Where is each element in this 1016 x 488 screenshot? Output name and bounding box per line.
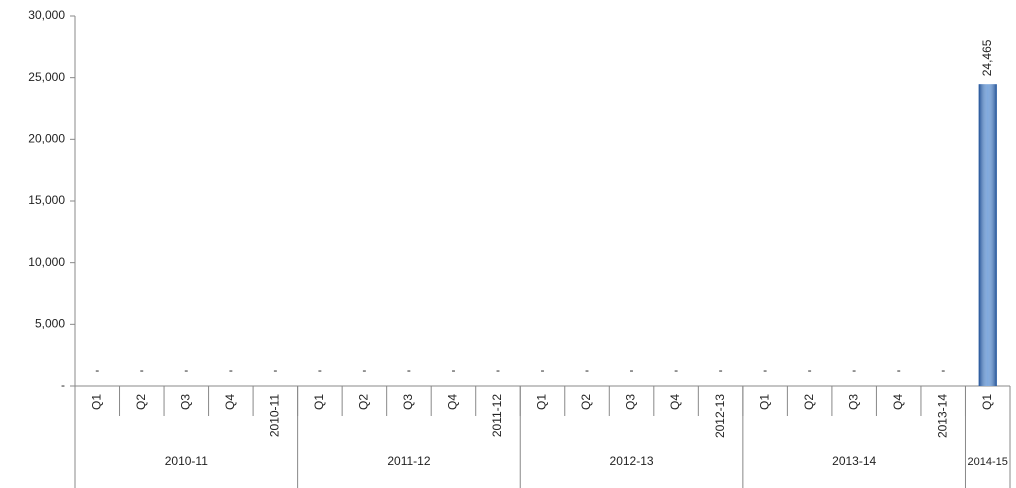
x-tick-label: Q1 — [535, 394, 549, 410]
data-label: - — [496, 363, 500, 377]
x-tick-label: Q3 — [401, 394, 415, 410]
x-tick-label: Q2 — [357, 394, 371, 410]
data-label: - — [95, 363, 99, 377]
data-label: - — [541, 363, 545, 377]
data-label: - — [451, 363, 455, 377]
group-label: 2011-12 — [387, 454, 430, 468]
x-tick-label: 2013-14 — [935, 394, 949, 438]
data-label: 24,465 — [980, 39, 994, 76]
x-tick-label: Q2 — [802, 394, 816, 410]
group-label: 2014-15 — [968, 456, 1008, 468]
y-tick-label: - — [61, 378, 65, 392]
x-tick-label: Q3 — [846, 394, 860, 410]
x-tick-label: Q1 — [89, 394, 103, 410]
y-tick-label: 5,000 — [35, 317, 65, 331]
y-tick-label: 20,000 — [28, 132, 65, 146]
x-tick-label: Q4 — [446, 394, 460, 410]
data-label: - — [852, 363, 856, 377]
data-label: - — [808, 363, 812, 377]
data-label: - — [229, 363, 233, 377]
bar — [978, 84, 997, 386]
data-label: - — [184, 363, 188, 377]
group-label: 2012-13 — [610, 454, 654, 468]
x-tick-label: Q4 — [668, 394, 682, 410]
x-tick-label: Q3 — [624, 394, 638, 410]
x-tick-label: Q4 — [891, 394, 905, 410]
data-label: - — [362, 363, 366, 377]
data-label: - — [140, 363, 144, 377]
group-label: 2013-14 — [832, 454, 876, 468]
data-label: - — [719, 363, 723, 377]
data-label: - — [674, 363, 678, 377]
data-label: - — [763, 363, 767, 377]
x-tick-label: Q2 — [134, 394, 148, 410]
group-label: 2010-11 — [165, 454, 208, 468]
x-tick-label: 2012-13 — [713, 394, 727, 438]
x-tick-label: Q1 — [980, 394, 994, 410]
data-label: - — [630, 363, 634, 377]
data-label: - — [407, 363, 411, 377]
x-tick-label: Q4 — [223, 394, 237, 410]
data-label: - — [585, 363, 589, 377]
data-label: - — [897, 363, 901, 377]
x-tick-label: 2010-11 — [268, 394, 282, 437]
data-label: - — [941, 363, 945, 377]
data-label: - — [273, 363, 277, 377]
y-tick-label: 15,000 — [28, 193, 65, 207]
y-tick-label: 30,000 — [28, 8, 65, 22]
x-tick-label: Q1 — [312, 394, 326, 410]
x-tick-label: Q3 — [178, 394, 192, 410]
y-tick-label: 25,000 — [28, 70, 65, 84]
x-tick-label: 2011-12 — [490, 394, 504, 437]
x-tick-label: Q2 — [579, 394, 593, 410]
y-tick-label: 10,000 — [28, 255, 65, 269]
data-label: - — [318, 363, 322, 377]
x-tick-label: Q1 — [757, 394, 771, 410]
